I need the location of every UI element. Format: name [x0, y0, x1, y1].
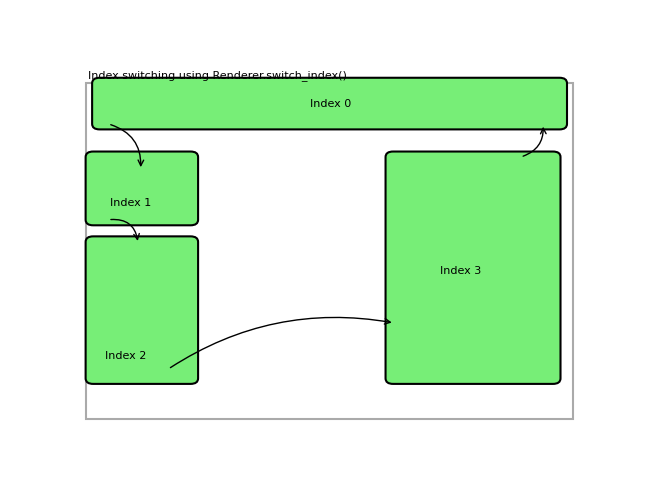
FancyBboxPatch shape [386, 151, 561, 384]
FancyBboxPatch shape [86, 83, 573, 419]
FancyBboxPatch shape [86, 236, 198, 384]
Text: Index 0: Index 0 [310, 99, 351, 109]
Text: Index 3: Index 3 [440, 266, 481, 276]
Text: Index switching using Renderer.switch_index(): Index switching using Renderer.switch_in… [88, 70, 347, 81]
FancyBboxPatch shape [92, 78, 567, 129]
Text: Index 2: Index 2 [105, 351, 146, 361]
FancyBboxPatch shape [86, 151, 198, 225]
Text: Index 1: Index 1 [110, 198, 151, 208]
